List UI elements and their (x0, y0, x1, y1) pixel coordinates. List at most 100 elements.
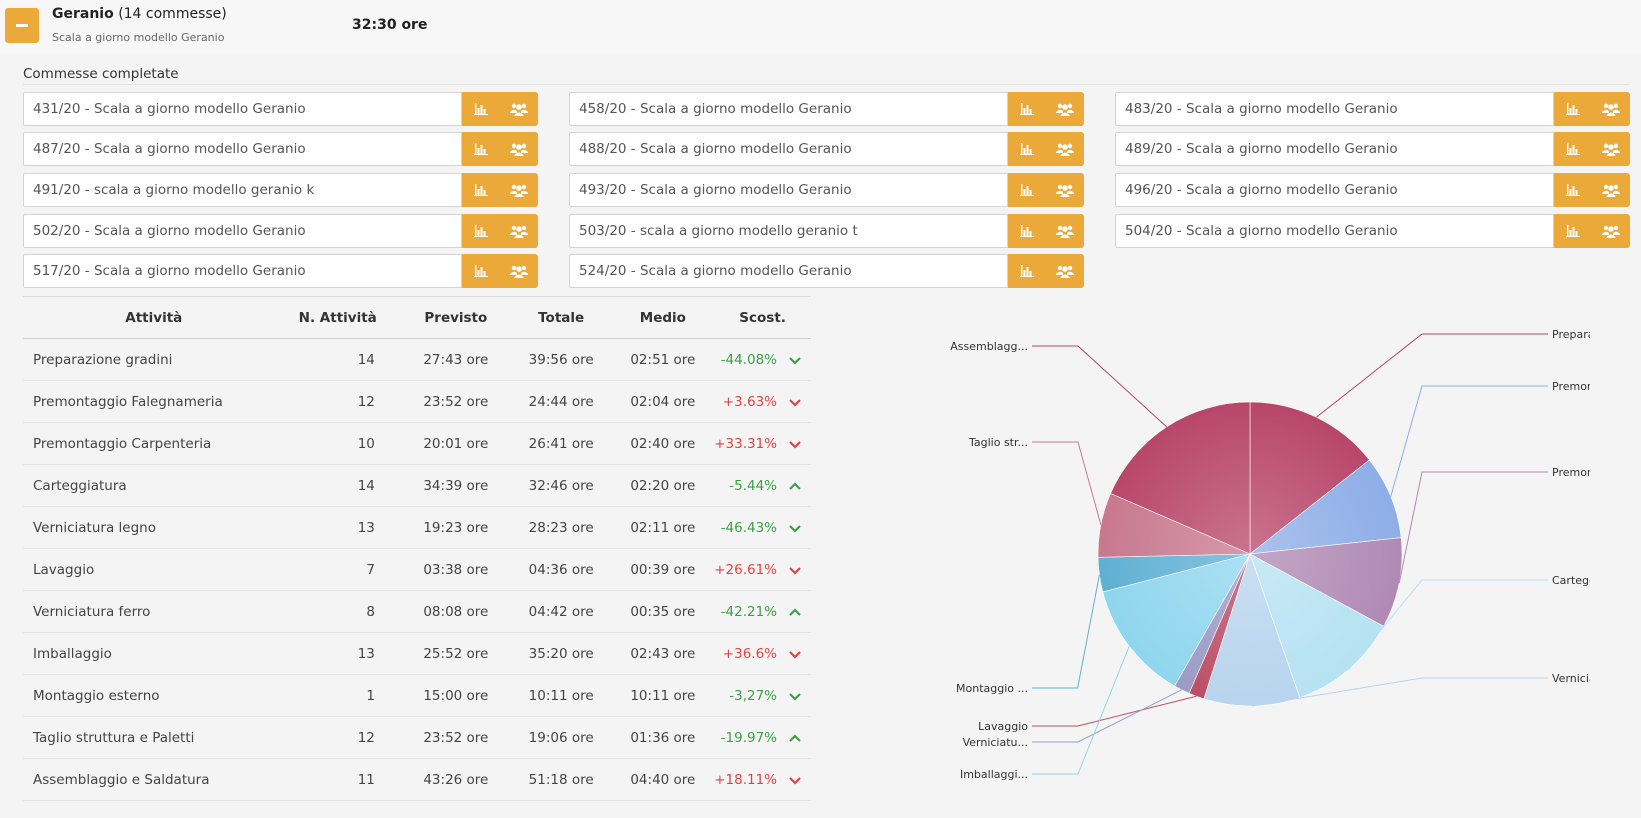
col-header-average: Medio (611, 296, 715, 339)
job-name[interactable]: 504/20 - Scala a giorno modello Geranio (1115, 214, 1554, 248)
job-chart-button[interactable] (1008, 173, 1046, 207)
activity-deviation: -46.43% (714, 506, 811, 549)
job-team-button[interactable] (500, 132, 538, 166)
chevron-up-icon (789, 605, 801, 621)
chevron-down-icon (789, 395, 801, 411)
users-icon (510, 103, 528, 116)
users-icon (1056, 103, 1074, 116)
job-team-button[interactable] (500, 214, 538, 248)
job-name[interactable]: 431/20 - Scala a giorno modello Geranio (23, 92, 462, 126)
pie-chart-svg: Preparazio... Premontagg... Premontagg... C… (950, 328, 1629, 781)
activity-count: 13 (274, 632, 401, 675)
activity-average: 10:11 ore (611, 674, 715, 717)
activity-planned: 25:52 ore (400, 632, 511, 675)
activity-deviation: -5.44% (714, 464, 811, 507)
job-chart-button[interactable] (1008, 214, 1046, 248)
job-item: 502/20 - Scala a giorno modello Geranio (23, 214, 538, 248)
pie-label: Assemblagg... (950, 340, 1028, 353)
job-chart-button[interactable] (1554, 173, 1592, 207)
chevron-down-icon (789, 773, 801, 789)
pie-label-connector (1316, 333, 1548, 418)
activity-total: 19:06 ore (510, 716, 612, 759)
table-body: Preparazione gradini 14 27:43 ore 39:56 ore… (23, 338, 811, 801)
table-header-row: Attività N. Attività Previsto Totale Med… (23, 296, 811, 339)
job-team-button[interactable] (1046, 214, 1084, 248)
job-name[interactable]: 491/20 - scala a giorno modello geranio … (23, 173, 462, 207)
col-header-total: Totale (510, 296, 612, 339)
job-chart-button[interactable] (1554, 214, 1592, 248)
deviation-value: +3.63% (722, 393, 777, 410)
activity-deviation: +3.63% (714, 380, 811, 423)
deviation-value: +26.61% (714, 561, 777, 578)
job-team-button[interactable] (1592, 214, 1630, 248)
job-name[interactable]: 489/20 - Scala a giorno modello Geranio (1115, 132, 1554, 166)
table-row: Premontaggio Carpenteria 10 20:01 ore 26:41… (23, 422, 811, 465)
job-team-button[interactable] (1592, 92, 1630, 126)
activity-deviation: +26.61% (714, 548, 811, 591)
col-header-activity: Attività (23, 296, 275, 339)
deviation-value: +33.31% (714, 435, 777, 452)
deviation-value: -5.44% (729, 477, 777, 494)
activity-planned: 23:52 ore (400, 380, 511, 423)
job-chart-button[interactable] (462, 132, 500, 166)
job-chart-button[interactable] (462, 214, 500, 248)
activity-deviation: -44.08% (714, 338, 811, 381)
job-chart-button[interactable] (1008, 132, 1046, 166)
job-team-button[interactable] (1046, 254, 1084, 288)
job-team-button[interactable] (500, 173, 538, 207)
job-name[interactable]: 503/20 - scala a giorno modello geranio … (569, 214, 1008, 248)
deviation-value: -46.43% (720, 519, 777, 536)
job-chart-button[interactable] (462, 173, 500, 207)
bar-chart-icon (1020, 225, 1034, 237)
chevron-down-icon (789, 437, 801, 453)
activity-planned: 03:38 ore (400, 548, 511, 591)
job-team-button[interactable] (500, 92, 538, 126)
activity-deviation: -42.21% (714, 590, 811, 633)
job-chart-button[interactable] (1554, 92, 1592, 126)
section-divider (23, 84, 1629, 85)
activity-average: 02:43 ore (611, 632, 715, 675)
collapse-button[interactable] (5, 8, 39, 43)
activity-total: 51:18 ore (510, 758, 612, 801)
job-chart-button[interactable] (1554, 132, 1592, 166)
activity-total: 10:11 ore (510, 674, 612, 717)
job-team-button[interactable] (500, 254, 538, 288)
job-name[interactable]: 502/20 - Scala a giorno modello Geranio (23, 214, 462, 248)
activity-average: 04:40 ore (611, 758, 715, 801)
pie-label: Imballaggi... (960, 768, 1028, 781)
table-row: Premontaggio Falegnameria 12 23:52 ore 24:4… (23, 380, 811, 423)
job-item: 517/20 - Scala a giorno modello Geranio (23, 254, 538, 288)
job-chart-button[interactable] (1008, 92, 1046, 126)
job-chart-button[interactable] (462, 254, 500, 288)
activity-planned: 23:52 ore (400, 716, 511, 759)
job-name[interactable]: 493/20 - Scala a giorno modello Geranio (569, 173, 1008, 207)
job-name[interactable]: 488/20 - Scala a giorno modello Geranio (569, 132, 1008, 166)
activity-name: Preparazione gradini (23, 338, 275, 381)
activity-total: 04:36 ore (510, 548, 612, 591)
job-name[interactable]: 496/20 - Scala a giorno modello Geranio (1115, 173, 1554, 207)
job-name[interactable]: 487/20 - Scala a giorno modello Geranio (23, 132, 462, 166)
job-team-button[interactable] (1592, 173, 1630, 207)
job-team-button[interactable] (1046, 132, 1084, 166)
users-icon (1602, 184, 1620, 197)
pie-label-connector (1032, 574, 1100, 689)
chevron-down-icon (789, 563, 801, 579)
job-chart-button[interactable] (1008, 254, 1046, 288)
pie-label: Premontagg... (1552, 380, 1590, 393)
job-team-button[interactable] (1046, 92, 1084, 126)
job-team-button[interactable] (1592, 132, 1630, 166)
bar-chart-icon (474, 225, 488, 237)
job-team-button[interactable] (1046, 173, 1084, 207)
pie-label-connector (1390, 385, 1548, 497)
pie-label: Taglio str... (968, 436, 1028, 449)
activity-name: Montaggio esterno (23, 674, 275, 717)
group-header: Geranio (14 commesse) Scala a giorno mod… (0, 0, 1641, 54)
activity-average: 00:39 ore (611, 548, 715, 591)
job-name[interactable]: 458/20 - Scala a giorno modello Geranio (569, 92, 1008, 126)
job-name[interactable]: 524/20 - Scala a giorno modello Geranio (569, 254, 1008, 288)
job-chart-button[interactable] (462, 92, 500, 126)
activity-planned: 43:26 ore (400, 758, 511, 801)
job-name[interactable]: 483/20 - Scala a giorno modello Geranio (1115, 92, 1554, 126)
job-name[interactable]: 517/20 - Scala a giorno modello Geranio (23, 254, 462, 288)
pie-label-connector (1251, 677, 1548, 707)
